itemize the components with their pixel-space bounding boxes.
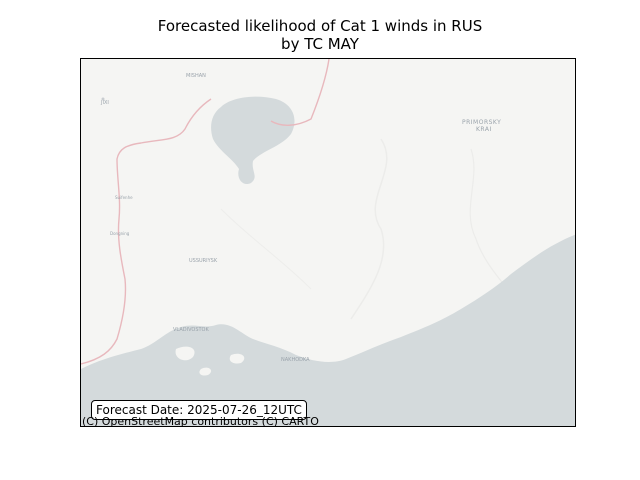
island (229, 353, 245, 364)
map-label-vladivostok: VLADIVOSTOK (173, 327, 209, 333)
island (199, 367, 212, 376)
map-label-primorsky: PRIMORSKY (462, 119, 502, 126)
river (220, 208, 312, 290)
map-title-line-2: by TC MAY (281, 35, 359, 53)
city-dot-jixi (101, 97, 105, 101)
map-label-ussuriysk: USSURIYSK (189, 258, 218, 264)
forecast-date-badge: Forecast Date: 2025-07-26_12UTC (91, 400, 307, 420)
country-border (81, 59, 330, 365)
map-label-nakhodka: NAKHODKA (281, 357, 310, 363)
map-frame[interactable]: MISHAN JIXI PRIMORSKY KRAI Suifenhe Dong… (80, 58, 576, 427)
map-label-jixi: JIXI (101, 100, 109, 106)
river (350, 138, 388, 320)
island (175, 346, 195, 361)
lake-khanka (211, 96, 295, 185)
sea-of-japan (81, 234, 575, 426)
map-attribution: (C) OpenStreetMap contributors (C) CARTO (82, 415, 319, 428)
map-title-line-1: Forecasted likelihood of Cat 1 winds in … (157, 17, 483, 35)
map-label-mishan: MISHAN (186, 73, 206, 79)
map-label-suifenhe: Suifenhe (115, 195, 133, 200)
bay (81, 374, 103, 399)
map-label-krai: KRAI (476, 126, 492, 133)
basemap (81, 59, 575, 426)
map-label-dongning: Dongning (110, 231, 130, 236)
